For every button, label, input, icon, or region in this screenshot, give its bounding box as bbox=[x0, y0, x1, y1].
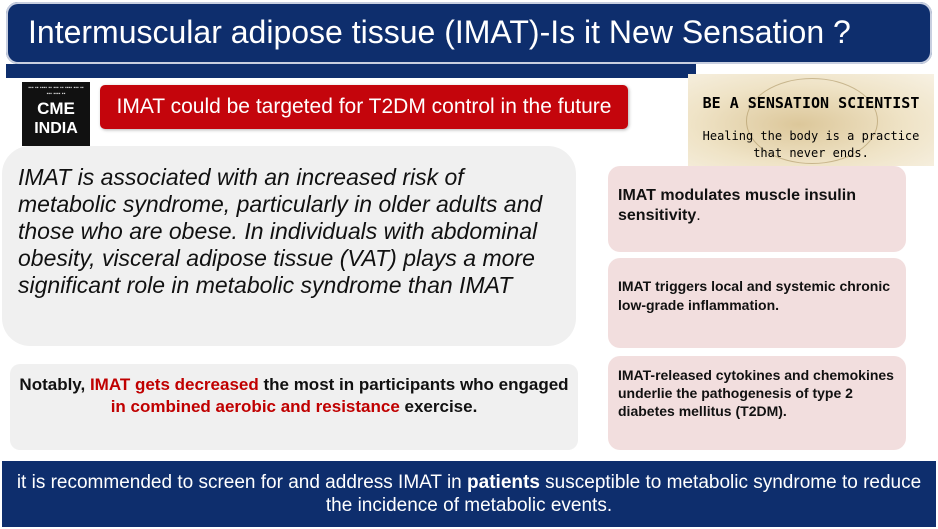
tagline-line-2: that never ends. bbox=[753, 146, 869, 160]
side-point-cytokines: IMAT-released cytokines and chemokines u… bbox=[608, 356, 906, 450]
side-point-insulin: IMAT modulates muscle insulin sensitivit… bbox=[608, 166, 906, 252]
tagline-line-1: Healing the body is a practice bbox=[702, 129, 920, 143]
logo-line-2: INDIA bbox=[34, 120, 78, 137]
note-part-1: Notably, bbox=[19, 375, 90, 394]
side-point-1-end: . bbox=[696, 207, 701, 224]
cme-india-logo: ▪▪▪ ▪▪ ▪▪▪▪ ▪▪ ▪▪▪ ▪▪ ▪▪▪▪ ▪▪▪ ▪▪ ▪▪▪ ▪▪… bbox=[22, 82, 90, 146]
logo-fine-print: ▪▪▪ ▪▪ ▪▪▪▪ ▪▪ ▪▪▪ ▪▪ ▪▪▪▪ ▪▪▪ ▪▪ ▪▪▪ ▪▪… bbox=[28, 85, 84, 97]
side-point-inflammation: IMAT triggers local and systemic chronic… bbox=[608, 258, 906, 348]
sensation-tagline: Healing the body is a practice that neve… bbox=[688, 128, 934, 162]
side-point-1-text: IMAT modulates muscle insulin sensitivit… bbox=[618, 186, 902, 226]
page-title: Intermuscular adipose tissue (IMAT)-Is i… bbox=[28, 14, 851, 50]
note-highlight-2: in combined aerobic and resistance bbox=[110, 397, 400, 416]
recommendation-text: it is recommended to screen for and addr… bbox=[2, 471, 936, 517]
exercise-note-text: Notably, IMAT gets decreased the most in… bbox=[10, 374, 578, 418]
note-highlight-1: IMAT gets decreased bbox=[89, 375, 259, 394]
main-point-text: IMAT is associated with an increased ris… bbox=[18, 164, 543, 298]
sensation-headline: BE A SENSATION SCIENTIST bbox=[702, 94, 920, 112]
title-bar: Intermuscular adipose tissue (IMAT)-Is i… bbox=[6, 2, 932, 64]
recommendation-footer: it is recommended to screen for and addr… bbox=[2, 461, 936, 527]
sensation-scientist-card: BE A SENSATION SCIENTIST Healing the bod… bbox=[688, 74, 934, 166]
note-part-3: exercise. bbox=[399, 397, 478, 416]
footer-part-1: it is recommended to screen for and addr… bbox=[16, 472, 468, 493]
main-point-panel: IMAT is associated with an increased ris… bbox=[2, 146, 576, 346]
side-point-3-text: IMAT-released cytokines and chemokines u… bbox=[618, 367, 894, 419]
logo-line-1: CME bbox=[37, 99, 75, 118]
footer-bold: patients bbox=[467, 472, 540, 493]
side-point-1-body: modulates muscle insulin sensitivity bbox=[618, 187, 856, 224]
footer-part-2: susceptible to metabolic syndrome to red… bbox=[325, 472, 922, 516]
note-part-2: the most in participants who engaged bbox=[258, 375, 569, 394]
side-point-1-bold: IMAT bbox=[618, 187, 656, 204]
title-underline-band bbox=[6, 64, 696, 78]
t2dm-banner: IMAT could be targeted for T2DM control … bbox=[100, 85, 628, 129]
brain-sketch-icon bbox=[746, 78, 878, 164]
side-point-2-text: IMAT triggers local and systemic chronic… bbox=[618, 278, 891, 313]
exercise-note-panel: Notably, IMAT gets decreased the most in… bbox=[10, 364, 578, 450]
